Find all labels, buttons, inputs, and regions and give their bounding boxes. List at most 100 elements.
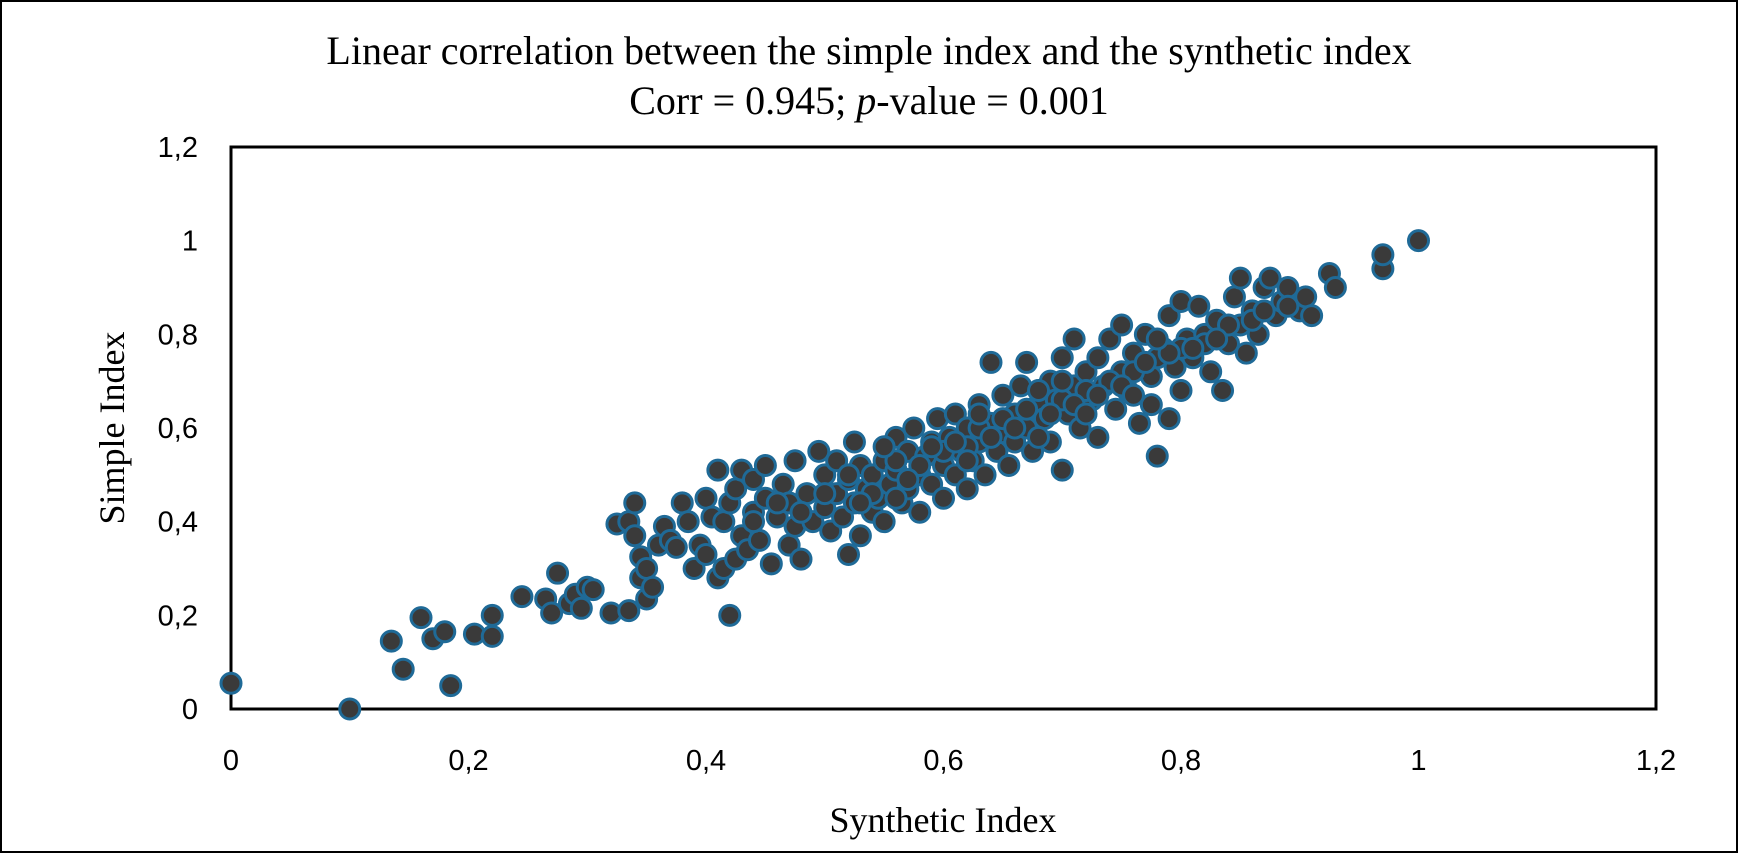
y-axis-title: Simple Index [92, 332, 132, 525]
data-point [759, 552, 783, 576]
y-tick-label: 1,2 [158, 132, 198, 164]
x-tick-label: 0 [223, 745, 239, 777]
data-point [955, 477, 979, 501]
plot-area [229, 145, 1658, 711]
x-tick-labels: 0 0,2 0,4 0,6 0,8 1 1,2 [223, 745, 1676, 777]
data-point [932, 486, 955, 510]
data-point [789, 500, 813, 524]
data-point [979, 425, 1003, 449]
data-point [1211, 379, 1235, 403]
y-tick-label: 0,8 [158, 319, 198, 351]
data-point [765, 491, 789, 515]
data-point [540, 601, 564, 625]
data-point [1050, 458, 1074, 482]
data-point [1371, 243, 1395, 267]
data-point [379, 629, 403, 653]
data-point [1104, 397, 1128, 421]
data-point [1127, 411, 1151, 435]
data-point [1145, 444, 1169, 468]
data-point [1300, 304, 1324, 328]
data-point [581, 578, 605, 602]
data-point [510, 585, 534, 609]
chart-title: Linear correlation between the simple in… [326, 28, 1411, 73]
data-point [742, 510, 765, 534]
data-point [546, 561, 570, 585]
data-point [902, 416, 926, 440]
data-point [694, 542, 718, 566]
data-point [433, 620, 457, 644]
data-point [1086, 383, 1110, 407]
data-point [908, 500, 932, 524]
data-point [872, 510, 896, 534]
data-point [1169, 379, 1193, 403]
y-tick-labels: 0 0,2 0,4 0,6 0,8 1 1,2 [158, 132, 198, 726]
data-point [1074, 402, 1098, 426]
data-point [694, 486, 718, 510]
subtitle-prefix: Corr = 0.945; [629, 78, 856, 123]
data-point [1133, 350, 1157, 374]
data-point [718, 603, 742, 627]
data-point [670, 491, 694, 515]
y-tick-label: 1 [182, 226, 198, 258]
data-point [807, 439, 831, 463]
data-point [219, 671, 243, 695]
data-point [979, 350, 1003, 374]
data-point [848, 491, 872, 515]
data-point [967, 402, 991, 426]
data-point [635, 557, 659, 580]
data-point [391, 657, 415, 681]
data-point [991, 383, 1015, 407]
data-point [1027, 425, 1050, 449]
data-point [480, 624, 504, 648]
data-point [409, 606, 433, 630]
data-point [623, 524, 647, 548]
data-point [1139, 393, 1163, 417]
x-tick-label: 1 [1410, 745, 1426, 777]
x-tick-label: 0,6 [923, 745, 963, 777]
data-point [920, 435, 944, 459]
data-point [1276, 294, 1300, 318]
data-point [1205, 327, 1229, 351]
data-point [1187, 294, 1211, 318]
data-point [1157, 407, 1181, 431]
data-point [789, 547, 813, 571]
data-point [842, 430, 866, 454]
data-point [1086, 346, 1110, 370]
data-point [1252, 299, 1276, 323]
data-point [1050, 369, 1074, 393]
data-point [338, 697, 362, 721]
subtitle-italic: p [853, 78, 876, 123]
data-point [1015, 397, 1039, 421]
data-point [1222, 285, 1246, 309]
data-point [783, 449, 807, 473]
data-point [837, 463, 860, 487]
y-tick-label: 0,6 [158, 413, 198, 445]
data-point [747, 528, 771, 552]
data-point [1003, 416, 1027, 440]
data-points [219, 229, 1430, 721]
data-point [1050, 346, 1074, 370]
data-point [753, 453, 777, 477]
data-point [813, 482, 837, 506]
data-point [623, 491, 647, 515]
data-point [706, 458, 730, 482]
data-point [1122, 383, 1145, 407]
y-tick-label: 0,2 [158, 600, 198, 632]
data-point [1110, 313, 1134, 337]
data-point [480, 603, 504, 627]
data-point [1086, 425, 1110, 449]
data-point [439, 674, 463, 698]
data-point [1062, 327, 1086, 351]
x-tick-label: 1,2 [1636, 745, 1676, 777]
y-tick-label: 0 [182, 694, 198, 726]
data-point [676, 510, 700, 534]
data-point [973, 463, 997, 487]
subtitle-suffix: -value = 0.001 [876, 78, 1109, 123]
data-point [712, 510, 736, 534]
data-point [955, 449, 979, 473]
data-point [848, 524, 872, 548]
data-point [896, 468, 920, 492]
data-point [1145, 327, 1169, 351]
data-point [872, 435, 896, 459]
